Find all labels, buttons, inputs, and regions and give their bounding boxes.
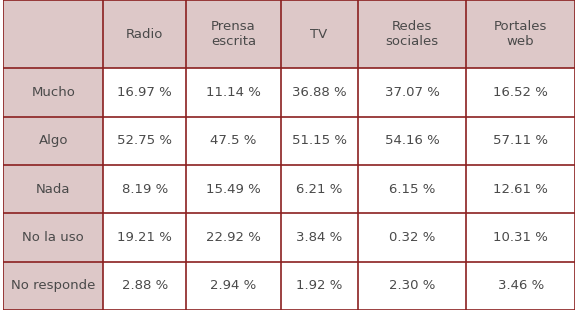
- FancyBboxPatch shape: [281, 68, 358, 117]
- FancyBboxPatch shape: [281, 213, 358, 262]
- FancyBboxPatch shape: [3, 213, 104, 262]
- FancyBboxPatch shape: [186, 117, 281, 165]
- Text: TV: TV: [310, 28, 328, 41]
- Text: Mucho: Mucho: [31, 86, 75, 99]
- Text: 52.75 %: 52.75 %: [117, 134, 172, 147]
- FancyBboxPatch shape: [3, 165, 104, 213]
- FancyBboxPatch shape: [186, 68, 281, 117]
- Text: Nada: Nada: [36, 183, 71, 196]
- FancyBboxPatch shape: [3, 68, 104, 117]
- Text: 2.30 %: 2.30 %: [389, 279, 435, 292]
- Text: 3.46 %: 3.46 %: [497, 279, 544, 292]
- FancyBboxPatch shape: [466, 165, 575, 213]
- FancyBboxPatch shape: [358, 0, 466, 68]
- Text: Algo: Algo: [39, 134, 68, 147]
- Text: 6.15 %: 6.15 %: [389, 183, 435, 196]
- FancyBboxPatch shape: [3, 262, 104, 310]
- Text: 1.92 %: 1.92 %: [296, 279, 342, 292]
- FancyBboxPatch shape: [358, 117, 466, 165]
- FancyBboxPatch shape: [466, 0, 575, 68]
- Text: 36.88 %: 36.88 %: [292, 86, 346, 99]
- FancyBboxPatch shape: [358, 262, 466, 310]
- FancyBboxPatch shape: [3, 0, 104, 68]
- FancyBboxPatch shape: [3, 117, 104, 165]
- Text: Prensa
escrita: Prensa escrita: [211, 20, 256, 48]
- Text: 11.14 %: 11.14 %: [206, 86, 261, 99]
- Text: 37.07 %: 37.07 %: [385, 86, 439, 99]
- FancyBboxPatch shape: [104, 117, 186, 165]
- FancyBboxPatch shape: [358, 213, 466, 262]
- Text: 0.32 %: 0.32 %: [389, 231, 435, 244]
- Text: 19.21 %: 19.21 %: [117, 231, 172, 244]
- FancyBboxPatch shape: [466, 68, 575, 117]
- FancyBboxPatch shape: [281, 117, 358, 165]
- Text: 15.49 %: 15.49 %: [206, 183, 260, 196]
- Text: 2.88 %: 2.88 %: [121, 279, 168, 292]
- FancyBboxPatch shape: [466, 213, 575, 262]
- FancyBboxPatch shape: [281, 165, 358, 213]
- FancyBboxPatch shape: [104, 213, 186, 262]
- Text: 3.84 %: 3.84 %: [296, 231, 342, 244]
- Text: 10.31 %: 10.31 %: [493, 231, 548, 244]
- FancyBboxPatch shape: [186, 0, 281, 68]
- Text: Radio: Radio: [126, 28, 163, 41]
- Text: No la uso: No la uso: [22, 231, 84, 244]
- FancyBboxPatch shape: [358, 165, 466, 213]
- Text: 22.92 %: 22.92 %: [206, 231, 261, 244]
- FancyBboxPatch shape: [186, 262, 281, 310]
- FancyBboxPatch shape: [104, 0, 186, 68]
- Text: 47.5 %: 47.5 %: [210, 134, 256, 147]
- FancyBboxPatch shape: [186, 165, 281, 213]
- FancyBboxPatch shape: [186, 213, 281, 262]
- Text: 6.21 %: 6.21 %: [296, 183, 342, 196]
- Text: 12.61 %: 12.61 %: [493, 183, 548, 196]
- Text: Portales
web: Portales web: [494, 20, 547, 48]
- FancyBboxPatch shape: [466, 117, 575, 165]
- FancyBboxPatch shape: [104, 165, 186, 213]
- FancyBboxPatch shape: [281, 0, 358, 68]
- FancyBboxPatch shape: [104, 262, 186, 310]
- FancyBboxPatch shape: [466, 262, 575, 310]
- Text: 16.52 %: 16.52 %: [493, 86, 548, 99]
- FancyBboxPatch shape: [281, 262, 358, 310]
- Text: 54.16 %: 54.16 %: [385, 134, 439, 147]
- Text: No responde: No responde: [11, 279, 95, 292]
- Text: 16.97 %: 16.97 %: [117, 86, 172, 99]
- Text: 8.19 %: 8.19 %: [121, 183, 168, 196]
- FancyBboxPatch shape: [104, 68, 186, 117]
- FancyBboxPatch shape: [358, 68, 466, 117]
- Text: 57.11 %: 57.11 %: [493, 134, 548, 147]
- Text: Redes
sociales: Redes sociales: [385, 20, 439, 48]
- Text: 2.94 %: 2.94 %: [210, 279, 256, 292]
- Text: 51.15 %: 51.15 %: [292, 134, 347, 147]
